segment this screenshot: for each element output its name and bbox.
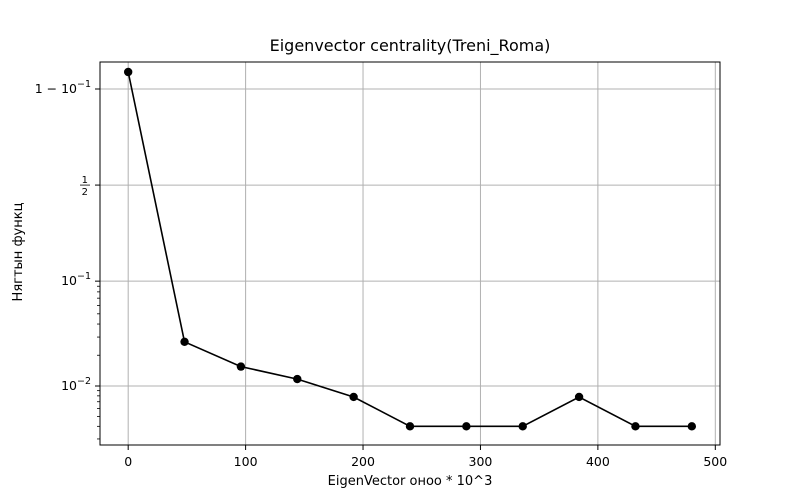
svg-text:2: 2 (82, 187, 88, 198)
chart-title: Eigenvector centrality(Treni_Roma) (270, 36, 551, 56)
svg-text:1 − 10−1: 1 − 10−1 (35, 79, 91, 96)
plot-frame (99, 61, 721, 446)
data-point (631, 422, 640, 431)
data-point (462, 422, 471, 431)
svg-text:1: 1 (82, 175, 88, 186)
data-point (293, 374, 302, 384)
data-point (518, 422, 527, 431)
y-tick-label: 10−1 (61, 271, 91, 288)
data-point (574, 392, 584, 402)
grid (100, 62, 720, 445)
data-point (180, 337, 189, 347)
x-tick-label: 300 (469, 454, 493, 469)
y-axis-label: Нягтын функц (11, 202, 26, 301)
x-axis: 0 100 200 300 400 500 (124, 445, 727, 469)
x-tick-label: 100 (234, 454, 258, 469)
y-tick-label: 10−2 (61, 376, 91, 393)
svg-text:10−1: 10−1 (61, 271, 91, 288)
data-point (687, 422, 697, 431)
series-layer (123, 67, 697, 431)
x-tick-label: 0 (124, 454, 132, 469)
x-tick-label: 400 (586, 454, 610, 469)
data-point (123, 67, 133, 77)
svg-text:10−2: 10−2 (61, 376, 91, 393)
x-axis-label: EigenVector оноо * 10^3 (328, 474, 493, 489)
data-point (349, 392, 358, 402)
data-point (236, 362, 246, 371)
x-tick-label: 500 (703, 454, 727, 469)
y-tick-label: 12 (80, 175, 90, 198)
y-axis: 1 − 10−1 12 10−1 10−2 (35, 79, 100, 440)
x-tick-label: 200 (351, 454, 375, 469)
y-tick-label: 1 − 10−1 (35, 79, 91, 96)
data-point (405, 422, 415, 431)
